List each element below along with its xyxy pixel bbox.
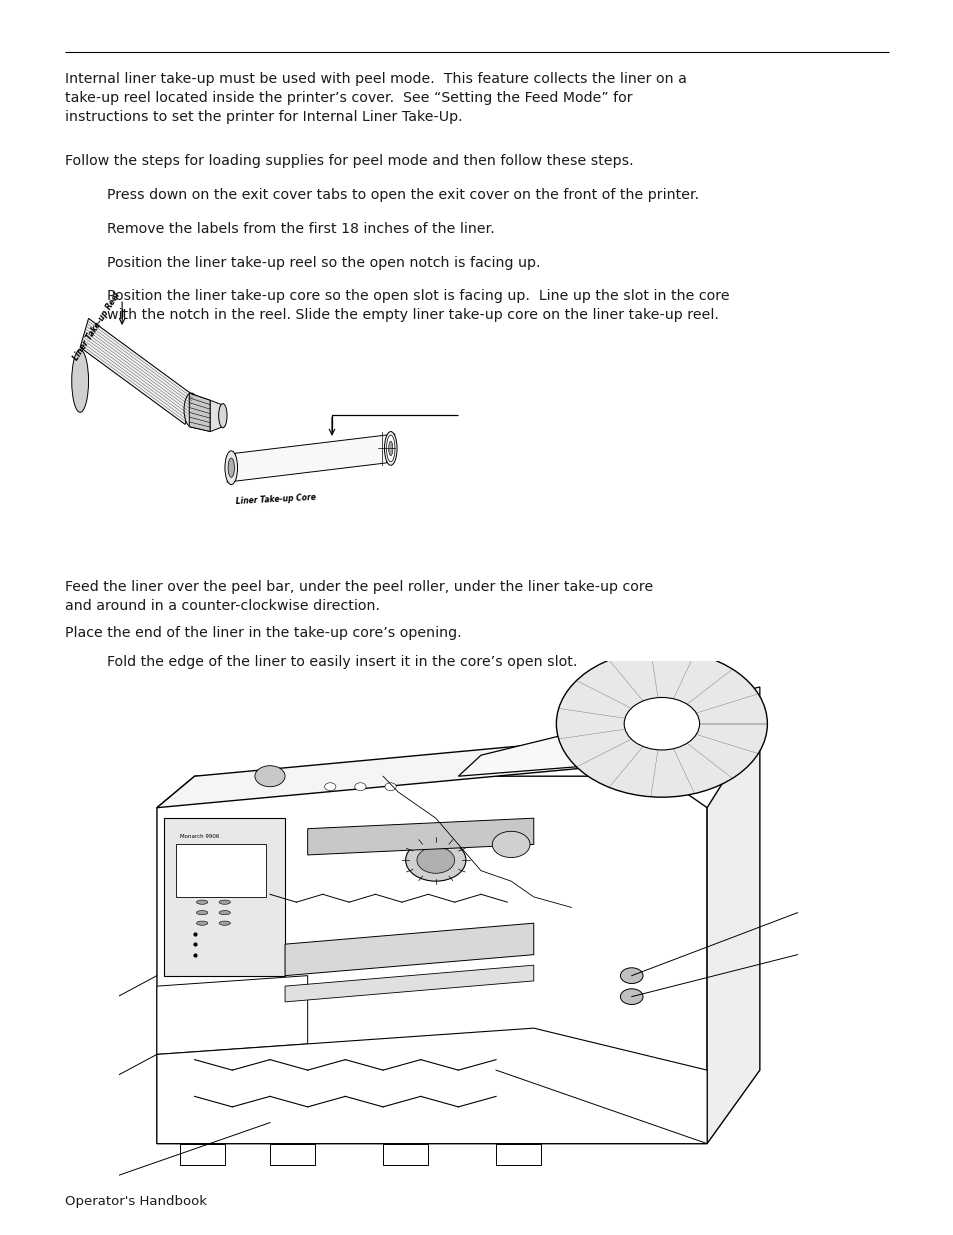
Text: Place the end of the liner in the take-up core’s opening.: Place the end of the liner in the take-u… — [65, 626, 461, 640]
Text: Follow the steps for loading supplies for peel mode and then follow these steps.: Follow the steps for loading supplies fo… — [65, 154, 633, 168]
Text: Operator's Handbook: Operator's Handbook — [65, 1194, 207, 1208]
Text: Press down on the exit cover tabs to open the exit cover on the front of the pri: Press down on the exit cover tabs to ope… — [107, 188, 699, 201]
Text: Feed the liner over the peel bar, under the peel roller, under the liner take-up: Feed the liner over the peel bar, under … — [65, 580, 653, 614]
Text: Internal liner take-up must be used with peel mode.  This feature collects the l: Internal liner take-up must be used with… — [65, 72, 686, 124]
Text: Position the liner take-up core so the open slot is facing up.  Line up the slot: Position the liner take-up core so the o… — [107, 289, 729, 322]
Text: Fold the edge of the liner to easily insert it in the core’s open slot.: Fold the edge of the liner to easily ins… — [107, 655, 577, 668]
Text: Remove the labels from the first 18 inches of the liner.: Remove the labels from the first 18 inch… — [107, 222, 494, 236]
Text: Position the liner take-up reel so the open notch is facing up.: Position the liner take-up reel so the o… — [107, 256, 539, 269]
